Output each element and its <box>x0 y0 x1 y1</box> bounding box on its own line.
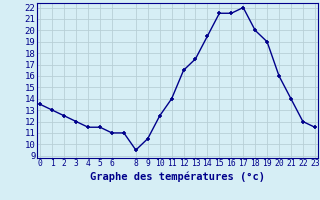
X-axis label: Graphe des températures (°c): Graphe des températures (°c) <box>90 171 265 182</box>
